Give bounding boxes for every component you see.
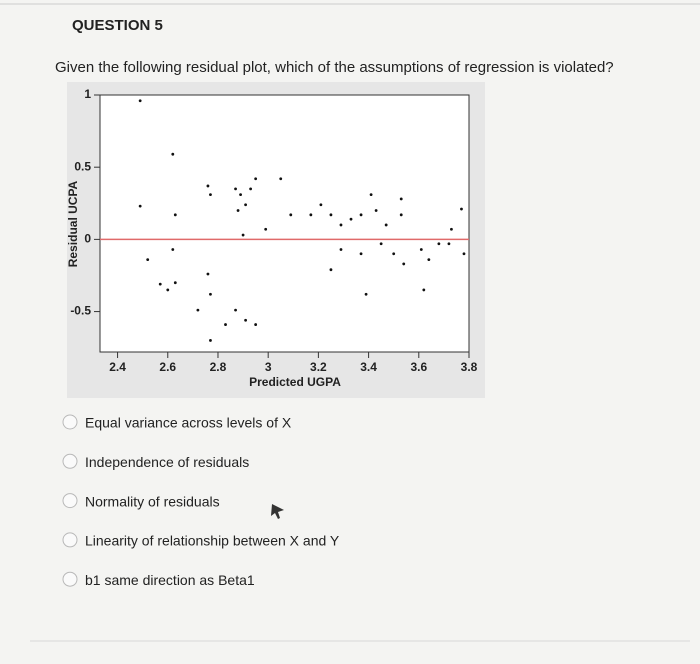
x-tick-label: 3 [265, 360, 272, 374]
point [234, 187, 237, 191]
question-title: QUESTION 5 [72, 17, 163, 34]
cursor [271, 504, 284, 519]
x-tick-label: 3.2 [310, 360, 327, 374]
point [384, 223, 388, 227]
radio-button[interactable] [62, 414, 78, 430]
point [173, 281, 177, 285]
x-axis-label: Predicted UGPA [249, 375, 341, 389]
point [374, 209, 378, 212]
point [339, 223, 343, 227]
point [173, 213, 177, 217]
option-label[interactable]: Independence of residuals [85, 454, 249, 470]
point [309, 213, 313, 217]
point [264, 227, 268, 231]
option-label[interactable]: Normality of residuals [85, 493, 220, 509]
point [209, 339, 212, 342]
point [196, 308, 200, 312]
point [427, 258, 431, 261]
point [289, 213, 293, 217]
point [249, 187, 253, 191]
point [319, 203, 323, 207]
point [339, 248, 343, 251]
point [244, 203, 247, 207]
point [224, 323, 227, 326]
option-label[interactable]: b1 same direction as Beta1 [85, 572, 255, 588]
point [460, 207, 463, 211]
point [171, 248, 175, 251]
point [399, 197, 403, 201]
point [241, 233, 245, 237]
point [364, 292, 368, 296]
point [206, 272, 210, 276]
point [349, 217, 353, 221]
point [379, 242, 383, 246]
y-tick-label: 1 [84, 87, 91, 101]
point [279, 177, 283, 181]
point [399, 213, 403, 217]
point [369, 193, 373, 197]
point [359, 213, 363, 217]
y-tick-label: 0 [84, 232, 91, 246]
point [209, 292, 212, 296]
x-tick-label: 3.6 [410, 360, 427, 374]
point [138, 204, 142, 208]
point [234, 308, 237, 312]
point [158, 282, 162, 286]
radio-button[interactable] [62, 453, 78, 469]
point [254, 323, 258, 326]
plot-frame [99, 94, 470, 353]
point [244, 318, 247, 322]
radio-button[interactable] [62, 532, 78, 548]
point [206, 184, 210, 188]
point [437, 242, 441, 246]
point [239, 193, 242, 197]
x-tick-label: 3.8 [461, 360, 478, 374]
point [422, 288, 426, 292]
question-text: Given the following residual plot, which… [55, 59, 614, 76]
point [166, 288, 170, 292]
point [209, 193, 212, 197]
x-tick-label: 2.8 [210, 360, 227, 374]
point [402, 262, 406, 266]
options: Equal variance across levels of X Indepen… [62, 414, 340, 588]
x-tick-label: 2.6 [159, 360, 176, 374]
x-tick-label: 2.4 [109, 360, 126, 374]
point [447, 242, 451, 246]
point [254, 177, 258, 181]
point [462, 252, 466, 256]
radio-button[interactable] [62, 493, 78, 509]
option-label[interactable]: Linearity of relationship between X and … [85, 533, 340, 549]
point [329, 213, 333, 217]
point [138, 99, 142, 103]
point [329, 268, 333, 272]
option-label[interactable]: Equal variance across levels of X [85, 415, 292, 431]
y-tick-label: -0.5 [70, 304, 91, 318]
point [146, 258, 150, 261]
point [450, 227, 453, 231]
x-tick-label: 3.4 [360, 360, 377, 374]
y-axis-label: Residual UCPA [66, 180, 80, 267]
point [419, 248, 423, 251]
plot: 2.4 2.6 2.8 3 3.2 3.4 3.6 3.8 1 0.5 0 -0.5 [70, 87, 477, 374]
point [236, 209, 240, 212]
point [392, 252, 396, 256]
radio-button[interactable] [62, 571, 78, 587]
point [359, 252, 363, 256]
y-tick-label: 0.5 [74, 159, 91, 173]
point [171, 152, 175, 156]
